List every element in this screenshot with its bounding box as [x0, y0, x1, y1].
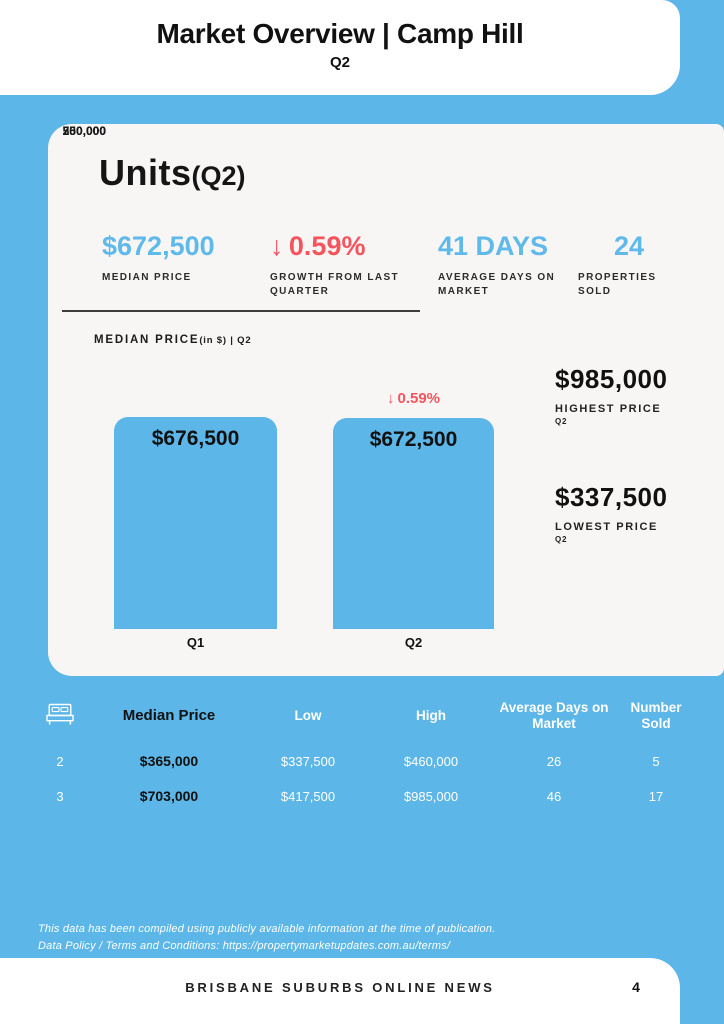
down-arrow-icon: ↓: [386, 390, 395, 407]
stat-sold-label: PROPERTIES SOLD: [578, 272, 657, 297]
stat-properties-sold: 24 PROPERTIES SOLD: [578, 232, 680, 299]
beds-count: 2: [56, 753, 64, 769]
col-header-avg-days: Average Days on Market: [499, 700, 609, 731]
low-cell: $417,500: [280, 788, 336, 804]
sold-cell: 17: [648, 788, 664, 804]
card-title-suffix: (Q2): [191, 161, 246, 191]
lowest-price-label: LOWEST PRICE: [555, 521, 658, 533]
y-axis-tick: 750,000: [62, 124, 106, 138]
highest-price-value: $985,000: [555, 364, 668, 394]
publication-name: BRISBANE SUBURBS ONLINE NEWS: [185, 980, 495, 995]
growth-annotation: ↓ 0.59%: [386, 390, 441, 407]
beds-count: 3: [56, 788, 64, 804]
avg-days-cell: 26: [546, 753, 562, 769]
sold-cell: 5: [652, 753, 660, 769]
high-cell: $460,000: [403, 753, 459, 769]
median-price-cell: $703,000: [139, 788, 199, 804]
bedrooms-table: Median Price Low High Average Days on Ma…: [28, 692, 696, 810]
section-divider: [62, 310, 420, 312]
page-subtitle: Q2: [329, 54, 350, 71]
high-cell: $985,000: [403, 788, 459, 804]
bar-q1: $676,500: [114, 417, 277, 629]
stat-growth: ↓ 0.59% GROWTH FROM LAST QUARTER: [270, 232, 402, 299]
disclaimer-line1: This data has been compiled using public…: [38, 923, 496, 935]
table-row: 3 $703,000 $417,500 $985,000 46 17: [28, 782, 696, 810]
disclaimer-line2: Data Policy / Terms and Conditions: http…: [38, 940, 451, 952]
median-price-cell: $365,000: [139, 753, 199, 769]
stat-sold-value: 24: [613, 231, 645, 261]
units-summary-card: Units(Q2) $672,500 MEDIAN PRICE ↓ 0.59% …: [48, 124, 724, 676]
col-header-median-price: Median Price: [122, 707, 216, 724]
stat-growth-label: GROWTH FROM LAST QUARTER: [270, 272, 400, 297]
col-header-low: Low: [294, 708, 322, 723]
card-title-main: Units: [99, 152, 192, 193]
table-row: 2 $365,000 $337,500 $460,000 26 5: [28, 747, 696, 775]
lowest-price-period: Q2: [555, 535, 568, 544]
card-title: Units(Q2): [99, 152, 246, 194]
page-footer: BRISBANE SUBURBS ONLINE NEWS 4: [0, 958, 680, 1024]
bed-icon: [28, 703, 92, 730]
lowest-price-value: $337,500: [555, 482, 668, 512]
chart-title: MEDIAN PRICE(in $) | Q2: [94, 334, 252, 346]
highest-price-block: $985,000 HIGHEST PRICE Q2: [555, 364, 720, 426]
stat-median-price-label: MEDIAN PRICE: [102, 272, 192, 283]
stat-median-price: $672,500 MEDIAN PRICE: [102, 232, 254, 285]
page-title: Market Overview | Camp Hill: [156, 18, 524, 49]
bar-q2: $672,500: [333, 418, 494, 629]
lowest-price-block: $337,500 LOWEST PRICE Q2: [555, 482, 720, 544]
disclaimer: This data has been compiled using public…: [38, 921, 495, 955]
y-axis-tick: 0: [99, 124, 106, 138]
x-axis-label-q2: Q2: [404, 635, 423, 650]
page-number: 4: [632, 979, 640, 995]
avg-days-cell: 46: [546, 788, 562, 804]
bar-q2-value: $672,500: [369, 428, 458, 451]
highest-price-label: HIGHEST PRICE: [555, 403, 662, 415]
down-arrow-icon: ↓: [270, 231, 284, 261]
stat-days-on-market: 41 DAYS AVERAGE DAYS ON MARKET: [438, 232, 564, 299]
col-header-high: High: [416, 708, 446, 723]
low-cell: $337,500: [280, 753, 336, 769]
stat-median-price-value: $672,500: [102, 231, 215, 261]
y-axis-tick: 500,000: [62, 124, 106, 138]
highest-price-period: Q2: [555, 417, 568, 426]
bar-q1-value: $676,500: [151, 427, 240, 450]
y-axis-tick: 250,000: [62, 124, 106, 138]
page-header: Market Overview | Camp Hill Q2: [0, 0, 680, 95]
table-header-row: Median Price Low High Average Days on Ma…: [28, 692, 696, 740]
stat-growth-value: ↓ 0.59%: [270, 231, 366, 261]
x-axis-label-q1: Q1: [186, 635, 205, 650]
bar-chart: $676,500 $672,500 ↓ 0.59%: [114, 390, 494, 629]
col-header-number-sold: Number Sold: [630, 700, 682, 731]
stat-days-label: AVERAGE DAYS ON MARKET: [438, 272, 556, 297]
stat-days-value: 41 DAYS: [438, 231, 549, 261]
